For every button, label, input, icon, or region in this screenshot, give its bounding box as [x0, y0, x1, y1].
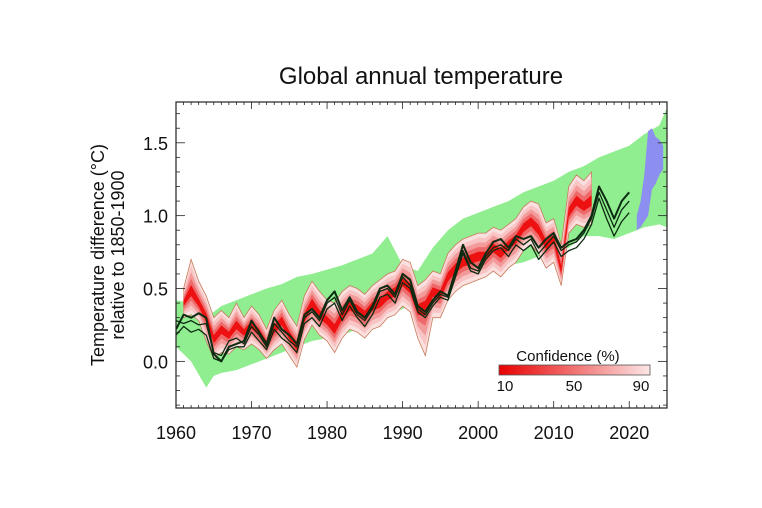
x-tick-label: 2020 — [609, 423, 649, 443]
y-tick-label: 0.5 — [143, 280, 168, 300]
confidence-legend: Confidence (%) 10 50 90 — [497, 348, 651, 395]
observation-line-1 — [176, 185, 630, 363]
observations-layer — [176, 185, 630, 363]
legend-colorbar — [498, 364, 651, 376]
confidence-band-level-3 — [183, 189, 592, 355]
observation-line-3 — [176, 197, 630, 363]
y-tick-label: 1.5 — [143, 134, 168, 154]
future-forecast-band — [636, 128, 664, 231]
plot-frame — [175, 101, 668, 409]
observation-line-2 — [176, 191, 630, 357]
confidence-band-level-4 — [183, 195, 592, 351]
y-axis-label: Temperature difference (°C) relative to … — [88, 144, 128, 366]
legend-tick-50: 50 — [566, 378, 583, 395]
legend-title: Confidence (%) — [516, 348, 619, 365]
x-tick-label: 2000 — [458, 423, 498, 443]
y-axis-ticks: 0.0 0.5 1.0 1.5 — [143, 113, 667, 406]
x-tick-label: 1960 — [156, 423, 196, 443]
x-tick-label: 2010 — [534, 423, 574, 443]
x-tick-label: 1970 — [232, 423, 272, 443]
chart-title: Global annual temperature — [279, 63, 563, 90]
y-axis-label-line-2: relative to 1850-1900 — [108, 170, 128, 339]
y-axis-label-line-1: Temperature difference (°C) — [88, 144, 108, 366]
x-tick-label: 1980 — [307, 423, 347, 443]
y-tick-label: 1.0 — [143, 207, 168, 227]
x-axis-ticks: 1960 1970 1980 1990 2000 2010 2020 — [156, 102, 668, 443]
legend-tick-90: 90 — [633, 378, 650, 395]
future-forecast-layer — [636, 128, 664, 231]
confidence-band-level-2 — [183, 183, 592, 359]
y-tick-label: 0.0 — [143, 352, 168, 372]
x-tick-label: 1990 — [383, 423, 423, 443]
plot-area — [176, 107, 667, 388]
legend-tick-10: 10 — [497, 378, 514, 395]
